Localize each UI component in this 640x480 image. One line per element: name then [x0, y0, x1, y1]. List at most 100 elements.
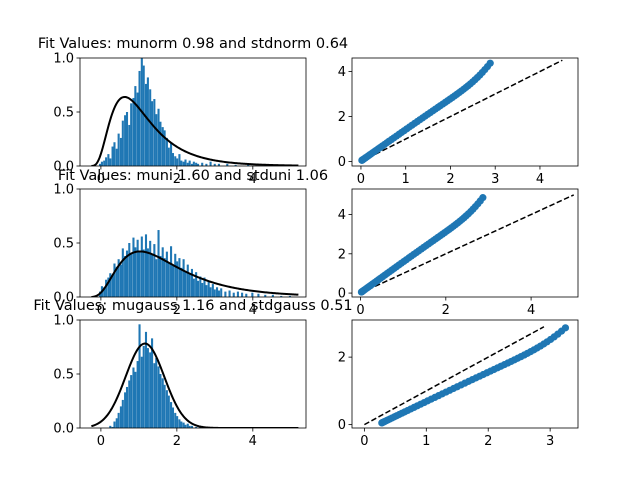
histogram-bar — [201, 162, 204, 166]
y-tick-label: 1.0 — [53, 183, 74, 198]
histogram-bar — [167, 395, 170, 428]
histogram-bar — [157, 108, 160, 166]
histogram-bar — [157, 230, 160, 297]
histogram-bar — [138, 324, 141, 428]
histogram-bar — [117, 412, 120, 428]
reference-line — [364, 326, 545, 426]
histogram-bar — [149, 352, 152, 428]
qq-panel-1: 0 1 2 3 4 0 2 4 — [338, 57, 579, 187]
y-tick-label: 0 — [338, 155, 346, 170]
histogram-bar — [203, 277, 206, 297]
histogram-bar — [213, 163, 216, 166]
histogram-bar — [115, 418, 118, 428]
histogram-bar — [153, 363, 156, 428]
x-tick-label: 0 — [97, 303, 105, 318]
histogram-bar — [125, 386, 129, 428]
qq-point — [486, 59, 494, 67]
histogram-bar — [128, 243, 131, 297]
histogram-bar — [251, 292, 254, 297]
histogram-bar — [186, 162, 189, 166]
histogram-bar — [170, 402, 173, 428]
histogram-bar — [132, 237, 135, 297]
histogram-bar — [117, 259, 120, 297]
histogram-bar — [111, 146, 114, 166]
histogram-bar — [280, 295, 283, 297]
histogram-bar — [134, 86, 137, 166]
x-tick-label: 0 — [360, 434, 368, 449]
reference-line — [360, 59, 563, 163]
x-tick-label: 4 — [536, 172, 544, 187]
histogram-bar — [130, 375, 133, 428]
histogram-bar — [180, 421, 183, 428]
histogram-bar — [217, 290, 220, 297]
plot-area — [91, 324, 299, 428]
histogram-bar — [109, 273, 112, 297]
histogram-bar — [138, 251, 141, 297]
histogram-panel-1: 0 2 4 0.0 0.5 1.0 — [53, 52, 307, 187]
histogram-bar — [170, 143, 173, 166]
histogram-bar — [207, 280, 210, 297]
x-tick-label: 3 — [546, 434, 554, 449]
histogram-bar — [136, 92, 139, 166]
histogram-bar — [211, 284, 214, 297]
histogram-bar — [236, 291, 239, 297]
histogram-bar — [176, 261, 179, 297]
x-tick-label: 4 — [527, 303, 535, 318]
histogram-bar — [107, 277, 110, 297]
x-tick-label: 2 — [442, 303, 450, 318]
axes-frame — [351, 188, 579, 298]
histogram-bar — [163, 258, 166, 297]
histogram-bar — [215, 287, 219, 297]
fit-curve — [91, 95, 299, 166]
histogram-bar — [125, 112, 129, 166]
histogram-bar — [199, 276, 202, 297]
histogram-bar — [140, 236, 143, 297]
histogram-bar — [100, 161, 103, 166]
axes-frame — [79, 57, 307, 167]
y-tick-label: 0 — [338, 287, 346, 302]
histogram-bar — [109, 425, 112, 428]
y-tick-label: 1.0 — [53, 52, 74, 67]
histogram-bar — [264, 294, 267, 297]
histogram-bar — [103, 160, 106, 166]
histogram-bar — [196, 280, 200, 297]
histogram-bar — [195, 426, 198, 428]
histogram-bar — [119, 264, 122, 297]
histogram-bar — [161, 127, 164, 166]
y-tick-label: 0.5 — [53, 106, 74, 121]
fit-curve — [91, 250, 299, 297]
histogram-bar — [146, 77, 149, 166]
histogram-bar — [178, 154, 181, 166]
histogram-bar — [107, 154, 110, 166]
histogram-bar — [167, 263, 170, 297]
y-tick-label: 0.0 — [53, 160, 74, 175]
histogram-bar — [109, 158, 112, 166]
histogram-bar — [134, 247, 137, 297]
histogram-bar — [134, 371, 137, 428]
histogram-bar — [241, 292, 244, 297]
histogram-bar — [113, 142, 116, 166]
plot-area — [91, 58, 299, 166]
y-tick-label: 0 — [338, 418, 346, 433]
histogram-bar — [213, 289, 216, 297]
histogram-bar — [190, 268, 193, 297]
x-tick-label: 0 — [97, 172, 105, 187]
histogram-bar — [186, 264, 189, 297]
histogram-bar — [144, 331, 148, 428]
histogram-bar — [105, 157, 108, 166]
y-tick-label: 4 — [338, 65, 346, 80]
histogram-bar — [111, 426, 114, 428]
x-tick-label: 0 — [357, 172, 365, 187]
histogram-bar — [113, 263, 116, 297]
y-tick-label: 0.0 — [53, 422, 74, 437]
histogram-bar — [180, 160, 183, 166]
y-tick-label: 2 — [338, 247, 346, 262]
histogram-bar — [119, 406, 122, 428]
histogram-bar — [115, 148, 118, 166]
x-tick-label: 4 — [249, 172, 257, 187]
histogram-bar — [245, 293, 248, 297]
histogram-bar — [149, 240, 152, 297]
histogram-bar — [142, 65, 145, 166]
histogram-bar — [190, 425, 193, 428]
histogram-bar — [132, 367, 135, 428]
